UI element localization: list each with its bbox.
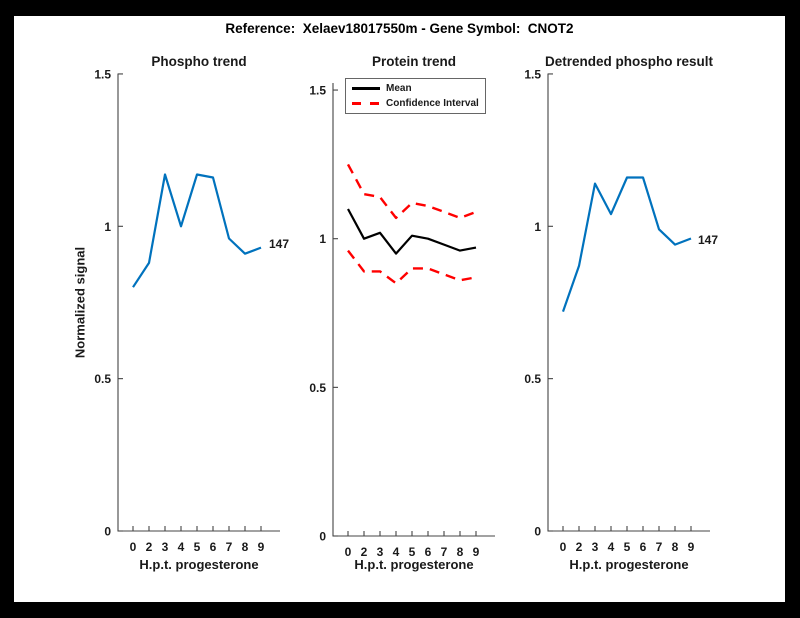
plot3-x-tick-label: 3: [592, 540, 599, 554]
plot3-x-axis-label: H.p.t. progesterone: [569, 557, 689, 572]
plot1-x-tick-label: 0: [130, 540, 137, 554]
legend: Mean Confidence Interval: [345, 78, 486, 114]
plot2-y-tick-label: 0: [319, 530, 326, 544]
plot2-y-tick-label: 0.5: [309, 381, 326, 395]
plot2-series-confidence-interval-lower: [347, 249, 477, 285]
plot3-x-tick-label: 7: [656, 540, 663, 554]
plot1-end-label: 147: [269, 237, 290, 251]
plot3-title: Detrended phospho result: [544, 54, 713, 69]
plot3-x-tick-label: 5: [624, 540, 631, 554]
plot3-y-tick-label: 0: [534, 525, 541, 539]
plot1-x-tick-label: 4: [178, 540, 185, 554]
legend-ci-label: Confidence Interval: [386, 97, 479, 109]
plot2-x-tick-label: 0: [345, 545, 352, 559]
plot3-x-tick-label: 8: [672, 540, 679, 554]
plot3-series-detrended-phospho-signal: [561, 176, 692, 312]
plot3-x-tick-label: 0: [560, 540, 567, 554]
legend-ci-line-sample: [352, 101, 380, 105]
plot1-x-tick-label: 3: [162, 540, 169, 554]
plot2-series-confidence-interval-upper: [346, 163, 477, 220]
plot3-end-label: 147: [698, 233, 719, 247]
plot3-y-tick-label: 0.5: [524, 372, 541, 386]
plot2-y-tick-label: 1.5: [309, 84, 326, 98]
plot1-axes: [117, 73, 280, 532]
plot3-y-tick-label: 1: [534, 220, 541, 234]
plot1-series-phospho-signal: [132, 173, 262, 288]
plot3-x-tick-label: 4: [608, 540, 615, 554]
plot2-x-tick-label: 6: [425, 545, 432, 559]
plot2-x-tick-label: 5: [409, 545, 416, 559]
plot1-x-tick-label: 6: [210, 540, 217, 554]
y-axis-label: Normalized signal: [72, 246, 88, 359]
plot3-x-tick-label: 6: [640, 540, 647, 554]
plot1-x-tick-label: 7: [226, 540, 233, 554]
legend-row-mean: Mean: [346, 82, 485, 96]
plot2-series-mean: [347, 208, 477, 255]
plot2-axes: [332, 83, 495, 537]
plot1-title: Phospho trend: [151, 54, 247, 69]
plot2-y-tick-label: 1: [319, 232, 326, 246]
plot1-y-tick-label: 0: [104, 525, 111, 539]
plot3-axes: [547, 73, 710, 532]
plot2-x-tick-label: 7: [441, 545, 448, 559]
plot1-x-tick-label: 2: [146, 540, 153, 554]
plot3-x-tick-label: 2: [576, 540, 583, 554]
plot1-y-tick-label: 1: [104, 220, 111, 234]
legend-mean-line-sample: [352, 87, 380, 90]
plot2-x-tick-label: 3: [377, 545, 384, 559]
plot1-y-tick-label: 0.5: [94, 372, 111, 386]
plot3-y-tick-label: 1.5: [524, 67, 541, 81]
plot2-x-tick-label: 8: [457, 545, 464, 559]
plot2-x-tick-label: 2: [361, 545, 368, 559]
plot1-y-tick-label: 1.5: [94, 67, 111, 81]
plot1-x-tick-label: 8: [242, 540, 249, 554]
legend-row-confidence-interval: Confidence Interval: [346, 96, 485, 110]
plot1-x-tick-label: 5: [194, 540, 201, 554]
plot2-x-tick-label: 9: [473, 545, 480, 559]
legend-mean-label: Mean: [386, 83, 412, 95]
plot2-x-axis-label: H.p.t. progesterone: [354, 557, 474, 572]
plot1-x-tick-label: 9: [258, 540, 265, 554]
plot1-x-axis-label: H.p.t. progesterone: [139, 557, 259, 572]
plot3-x-tick-label: 9: [688, 540, 695, 554]
figure-title: Reference: Xelaev18017550m - Gene Symbol…: [225, 21, 574, 36]
plot2-title: Protein trend: [371, 54, 456, 69]
plot2-x-tick-label: 4: [393, 545, 400, 559]
